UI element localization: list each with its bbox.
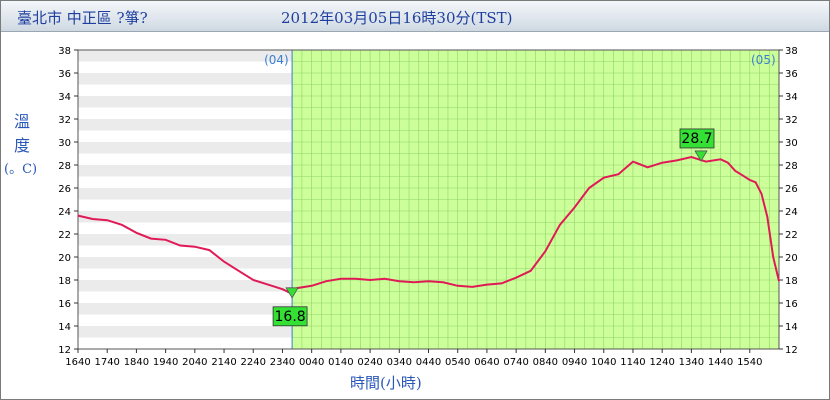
x-tick-label: 0640 [474,357,499,368]
x-tick-label: 0840 [533,357,558,368]
x-tick-label: 0740 [503,357,528,368]
y-tick-label-right: 20 [785,253,798,264]
chart-header: 臺北市 中正區 ?箏? 2012年03月05日16時30分(TST) [1,1,829,32]
x-tick-label: 0040 [299,357,324,368]
x-tick-label: 1440 [708,357,733,368]
y-tick-label-right: 32 [785,115,798,126]
y-tick-label-left: 22 [58,230,71,241]
y-tick-label-left: 36 [58,69,71,80]
x-tick-label: 1640 [65,357,90,368]
min-label: 16.8 [275,309,306,325]
y-tick-label-left: 16 [58,299,71,310]
day-label: (05) [751,53,776,67]
y-axis-label-char-2: 度 [14,136,31,155]
observation-datetime: 2012年03月05日16時30分(TST) [281,9,513,27]
y-tick-label-left: 18 [58,276,71,287]
y-tick-label-left: 34 [58,92,71,103]
x-tick-label: 1040 [591,357,616,368]
x-tick-label: 1540 [737,357,762,368]
y-tick-label-right: 24 [785,207,798,218]
x-tick-label: 0540 [445,357,470,368]
x-tick-label: 0340 [387,357,412,368]
y-tick-label-left: 30 [58,138,71,149]
x-tick-label: 0440 [416,357,441,368]
y-tick-label-right: 36 [785,69,798,80]
y-tick-label-right: 26 [785,184,798,195]
min-marker [285,287,299,299]
x-tick-label: 1240 [649,357,674,368]
x-axis-label: 時間(小時) [350,374,422,392]
max-label-box [679,128,715,149]
y-axis-unit: (。C) [4,162,38,177]
y-axis-label-char-1: 溫 [14,112,31,131]
x-tick-label: 1740 [94,357,119,368]
max-label: 28.7 [681,131,712,147]
y-tick-label-right: 22 [785,230,798,241]
x-tick-label: 0240 [357,357,382,368]
y-tick-label-left: 24 [58,207,71,218]
day-label: (04) [264,53,289,67]
y-tick-label-right: 18 [785,276,798,287]
y-tick-label-right: 38 [785,46,798,57]
station-name: 臺北市 中正區 ?箏? [17,9,148,27]
y-tick-label-left: 26 [58,184,71,195]
y-tick-label-left: 12 [58,345,71,356]
y-tick-label-right: 28 [785,161,798,172]
y-tick-label-left: 14 [58,322,71,333]
min-label-box [272,306,308,327]
y-tick-label-right: 34 [785,92,798,103]
temperature-line [77,155,780,296]
max-marker [694,150,708,162]
x-tick-label: 1840 [124,357,149,368]
x-tick-label: 0140 [328,357,353,368]
y-tick-label-left: 32 [58,115,71,126]
x-tick-label: 1340 [679,357,704,368]
x-tick-label: 2240 [241,357,266,368]
y-tick-label-right: 16 [785,299,798,310]
x-tick-label: 2140 [211,357,236,368]
x-tick-label: 0940 [562,357,587,368]
x-tick-label: 1940 [153,357,178,368]
y-tick-label-right: 14 [785,322,798,333]
x-tick-label: 2040 [182,357,207,368]
y-tick-label-left: 20 [58,253,71,264]
y-tick-label-left: 38 [58,46,71,57]
y-tick-label-right: 12 [785,345,798,356]
y-tick-label-left: 28 [58,161,71,172]
x-tick-label: 1140 [620,357,645,368]
x-tick-label: 2340 [270,357,295,368]
y-tick-label-right: 30 [785,138,798,149]
